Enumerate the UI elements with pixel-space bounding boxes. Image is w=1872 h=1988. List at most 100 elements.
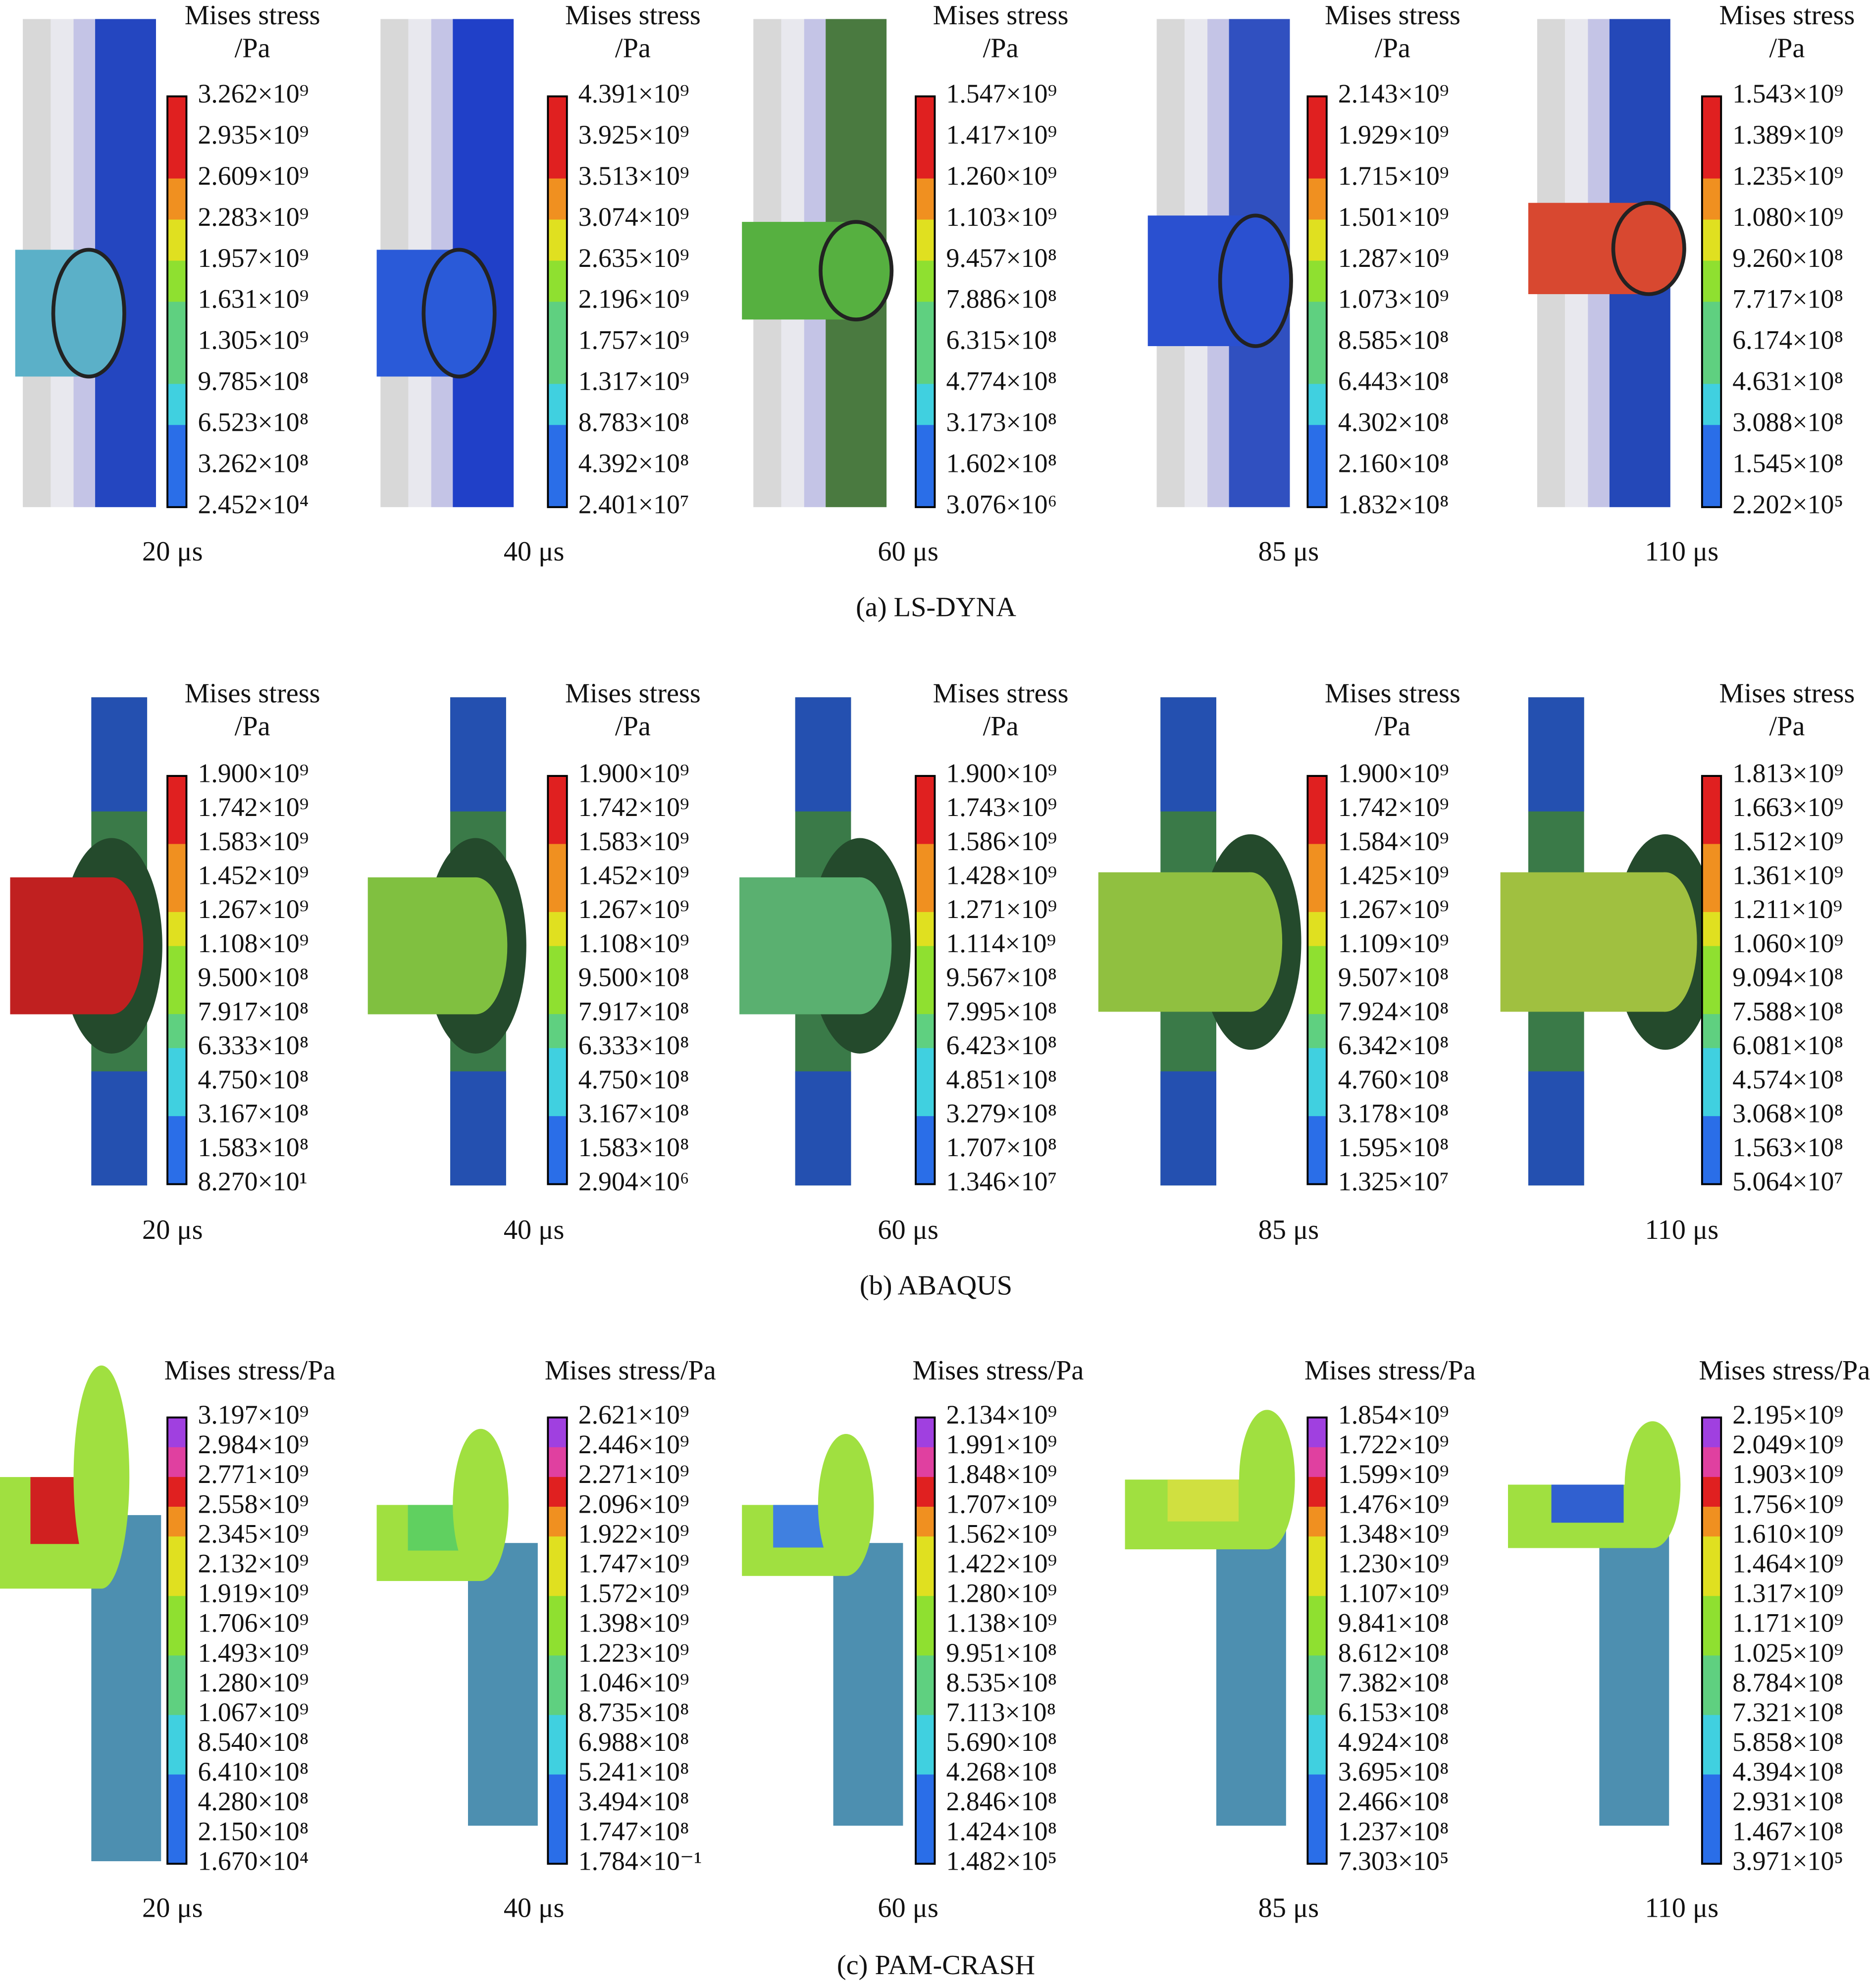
- colorbar-segment: [1702, 912, 1721, 947]
- time-label: 85 μs: [1258, 536, 1319, 567]
- time-label: 110 μs: [1645, 1215, 1719, 1245]
- legend-label: 3.068×10⁸: [1732, 1099, 1843, 1128]
- colorbar-segment: [167, 946, 187, 981]
- colorbar-segment: [1307, 980, 1327, 1015]
- time-label: 85 μs: [1258, 1215, 1319, 1245]
- legend-label: 2.904×10⁶: [578, 1167, 689, 1196]
- legend-label: 7.588×10⁸: [1732, 996, 1843, 1026]
- colorbar-segment: [916, 1774, 935, 1805]
- legend-title: Mises stress: [1719, 0, 1855, 31]
- colorbar-frame: [1701, 775, 1722, 1185]
- legend-title: Mises stress/Pa: [1699, 1355, 1870, 1386]
- colorbar-segment: [1702, 466, 1721, 508]
- colorbar-segment: [167, 1014, 187, 1049]
- legend-label: 1.602×10⁸: [946, 449, 1057, 478]
- legend-label: 2.195×10⁹: [1732, 1400, 1843, 1429]
- colorbar-segment: [916, 1014, 935, 1049]
- plate-band: [91, 697, 148, 812]
- legend-label: 1.742×10⁹: [578, 792, 689, 822]
- legend-label: 4.268×10⁸: [946, 1757, 1057, 1786]
- colorbar-segment: [1702, 384, 1721, 426]
- colorbar-segment: [1702, 1150, 1721, 1185]
- time-label: 85 μs: [1258, 1893, 1319, 1924]
- plate-band: [795, 1071, 851, 1186]
- colorbar-segment: [1307, 1834, 1327, 1865]
- colorbar-segment: [916, 302, 935, 344]
- legend-label: 1.235×10⁹: [1732, 161, 1843, 191]
- legend-label: 1.583×10⁸: [578, 1132, 689, 1162]
- colorbar-segment: [167, 980, 187, 1015]
- time-label: 20 μs: [142, 1215, 203, 1245]
- colorbar-frame: [1701, 1416, 1722, 1865]
- colorbar-frame: [1701, 95, 1722, 509]
- legend-label: 2.283×10⁹: [198, 202, 309, 232]
- legend-label: 1.813×10⁹: [1732, 758, 1843, 788]
- colorbar-segment: [916, 1116, 935, 1151]
- legend-label: 1.784×10⁻¹: [578, 1846, 702, 1876]
- legend-label: 1.512×10⁹: [1732, 826, 1843, 856]
- legend-label: 6.423×10⁸: [946, 1030, 1057, 1060]
- panel: Mises stress/Pa 1.543×10⁹ 1.389×10⁹ 1.235×1…: [1528, 0, 1855, 567]
- legend-label: 6.333×10⁸: [578, 1030, 689, 1060]
- legend-label: 4.392×10⁸: [578, 449, 689, 478]
- legend-label: 1.109×10⁹: [1338, 928, 1449, 958]
- panel: Mises stress/Pa 2.621×10⁹2.446×10⁹2.271×1…: [376, 1355, 716, 1924]
- legend-label: 1.280×10⁹: [946, 1579, 1057, 1608]
- legend-label: 2.150×10⁸: [198, 1816, 309, 1846]
- colorbar-segment: [167, 1507, 187, 1537]
- colorbar-segment: [548, 1082, 567, 1117]
- colorbar-frame: [915, 1416, 936, 1865]
- colorbar-segment: [1307, 343, 1327, 385]
- panel: Mises stress/Pa 2.195×10⁹2.049×10⁹1.903×1…: [1508, 1355, 1870, 1924]
- legend-label: 1.631×10⁹: [198, 284, 309, 314]
- colorbar-frame: [547, 95, 568, 509]
- legend-label: 1.663×10⁹: [1732, 792, 1843, 822]
- legend-label: 1.482×10⁵: [946, 1846, 1057, 1876]
- legend-label: 3.279×10⁸: [946, 1099, 1057, 1128]
- legend-label: 1.583×10⁹: [578, 826, 689, 856]
- plate: [1599, 1523, 1669, 1826]
- legend-title: Mises stress: [185, 678, 320, 709]
- stress-zone: [408, 1505, 460, 1551]
- legend-label: 1.422×10⁹: [946, 1549, 1057, 1579]
- colorbar-segment: [1307, 425, 1327, 467]
- colorbar-segment: [916, 384, 935, 426]
- colorbar-segment: [1307, 946, 1327, 981]
- panel: Mises stress/Pa 1.813×10⁹ 1.663×10⁹ 1.512×1…: [1500, 678, 1855, 1245]
- legend-label: 3.971×10⁵: [1732, 1846, 1843, 1876]
- colorbar-segment: [916, 1048, 935, 1083]
- legend-label: 1.287×10⁹: [1338, 243, 1449, 273]
- legend-label: 1.171×10⁹: [1732, 1608, 1843, 1638]
- colorbar-segment: [916, 1715, 935, 1745]
- legend-title: /Pa: [235, 711, 270, 742]
- legend-label: 2.935×10⁹: [198, 120, 309, 150]
- legend-label: 9.785×10⁸: [198, 366, 309, 396]
- time-label: 40 μs: [504, 1893, 565, 1924]
- colorbar-segment: [167, 1536, 187, 1567]
- legend-label: 1.742×10⁹: [1338, 792, 1449, 822]
- time-label: 40 μs: [504, 536, 565, 567]
- colorbar-frame: [547, 775, 568, 1185]
- colorbar-segment: [548, 1536, 567, 1567]
- colorbar-segment: [916, 1417, 935, 1448]
- stress-zone: [30, 1477, 81, 1544]
- legend-label: 2.446×10⁹: [578, 1429, 689, 1459]
- legend-label: 2.202×10⁵: [1732, 490, 1843, 519]
- legend-label: 7.995×10⁸: [946, 996, 1057, 1026]
- projectile-nose: [80, 877, 144, 1015]
- colorbar-segment: [1307, 1536, 1327, 1567]
- colorbar-segment: [167, 912, 187, 947]
- legend-label: 1.060×10⁹: [1732, 928, 1843, 958]
- legend-label: 1.346×10⁷: [946, 1167, 1057, 1196]
- colorbar-segment: [548, 343, 567, 385]
- panel: Mises stress/Pa 1.900×10⁹ 1.742×10⁹ 1.584×1…: [1098, 678, 1460, 1245]
- figure-row: Mises stress/Pa 3.197×10⁹2.984×10⁹2.771×1…: [0, 1355, 1870, 1981]
- panel: Mises stress/Pa 2.134×10⁹1.991×10⁹1.848×1…: [742, 1355, 1084, 1924]
- legend-label: 8.784×10⁸: [1732, 1668, 1843, 1697]
- colorbar-segment: [167, 1744, 187, 1776]
- legend-label: 1.584×10⁹: [1338, 826, 1449, 856]
- plate-band: [1528, 697, 1584, 812]
- colorbar-segment: [1307, 776, 1327, 811]
- legend-label: 9.457×10⁸: [946, 243, 1057, 273]
- colorbar-segment: [1307, 844, 1327, 879]
